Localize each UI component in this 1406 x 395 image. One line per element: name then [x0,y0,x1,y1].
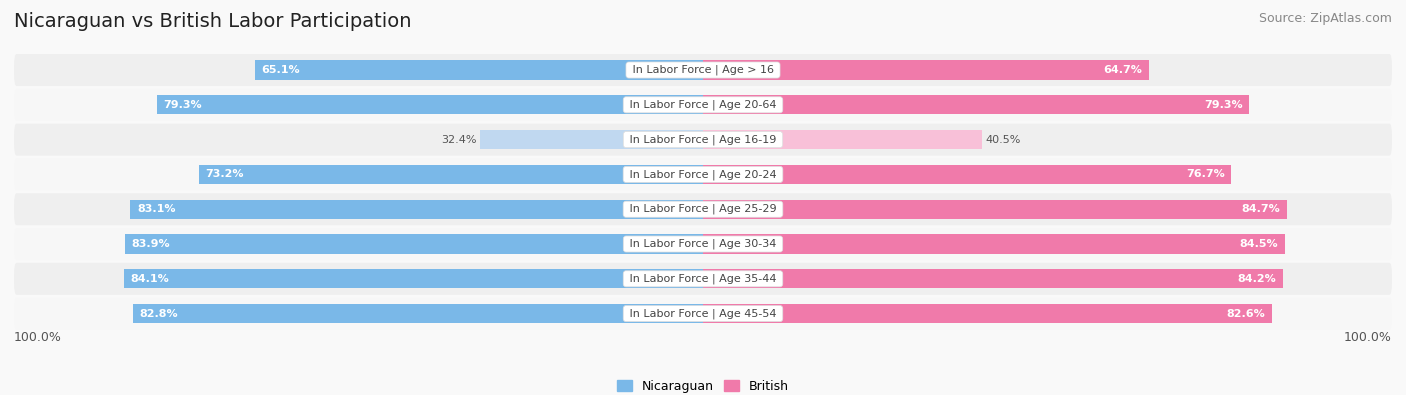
Bar [703,199,1286,219]
Bar [703,304,1272,323]
Bar [124,269,703,288]
FancyBboxPatch shape [14,297,1392,329]
Text: 83.9%: 83.9% [132,239,170,249]
Bar [703,165,1232,184]
Text: 64.7%: 64.7% [1102,65,1142,75]
Bar [125,235,703,254]
Bar [703,130,981,149]
Bar [254,60,703,79]
Bar [703,235,1285,254]
Text: 84.1%: 84.1% [131,274,169,284]
Legend: Nicaraguan, British: Nicaraguan, British [612,375,794,395]
Text: 84.2%: 84.2% [1237,274,1277,284]
FancyBboxPatch shape [14,89,1392,121]
FancyBboxPatch shape [14,228,1392,260]
FancyBboxPatch shape [14,54,1392,86]
Text: In Labor Force | Age > 16: In Labor Force | Age > 16 [628,65,778,75]
Text: 84.7%: 84.7% [1241,204,1279,214]
Text: 73.2%: 73.2% [205,169,245,179]
Text: 100.0%: 100.0% [1344,331,1392,344]
Text: Nicaraguan vs British Labor Participation: Nicaraguan vs British Labor Participatio… [14,12,412,31]
FancyBboxPatch shape [14,158,1392,190]
Text: 82.8%: 82.8% [139,308,179,319]
Text: In Labor Force | Age 45-54: In Labor Force | Age 45-54 [626,308,780,319]
FancyBboxPatch shape [14,124,1392,156]
Text: 32.4%: 32.4% [441,135,477,145]
Text: In Labor Force | Age 25-29: In Labor Force | Age 25-29 [626,204,780,214]
Bar [703,95,1250,115]
Bar [703,60,1149,79]
FancyBboxPatch shape [14,193,1392,225]
Bar [479,130,703,149]
Text: In Labor Force | Age 20-24: In Labor Force | Age 20-24 [626,169,780,180]
Text: 40.5%: 40.5% [986,135,1021,145]
Text: 79.3%: 79.3% [163,100,202,110]
Text: In Labor Force | Age 20-64: In Labor Force | Age 20-64 [626,100,780,110]
Text: 83.1%: 83.1% [138,204,176,214]
FancyBboxPatch shape [14,263,1392,295]
Text: Source: ZipAtlas.com: Source: ZipAtlas.com [1258,12,1392,25]
Text: 100.0%: 100.0% [14,331,62,344]
Text: 76.7%: 76.7% [1185,169,1225,179]
Bar [156,95,703,115]
Text: 82.6%: 82.6% [1226,308,1265,319]
Text: In Labor Force | Age 30-34: In Labor Force | Age 30-34 [626,239,780,249]
Bar [198,165,703,184]
Text: 65.1%: 65.1% [262,65,299,75]
Bar [703,269,1284,288]
Bar [132,304,703,323]
Bar [131,199,703,219]
Text: In Labor Force | Age 35-44: In Labor Force | Age 35-44 [626,274,780,284]
Text: 79.3%: 79.3% [1204,100,1243,110]
Text: In Labor Force | Age 16-19: In Labor Force | Age 16-19 [626,134,780,145]
Text: 84.5%: 84.5% [1240,239,1278,249]
